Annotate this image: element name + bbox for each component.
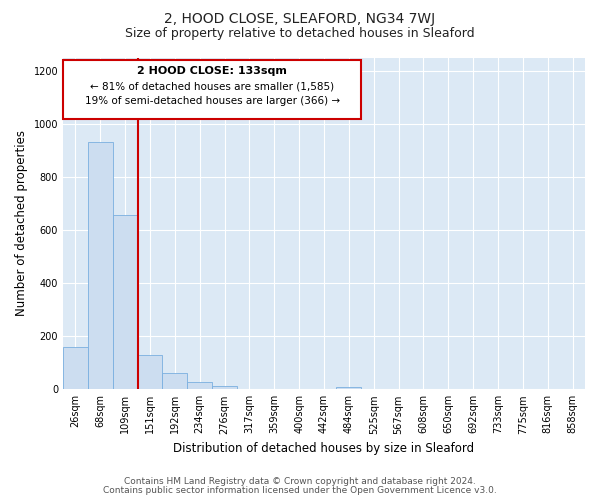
Y-axis label: Number of detached properties: Number of detached properties [15,130,28,316]
Text: Contains HM Land Registry data © Crown copyright and database right 2024.: Contains HM Land Registry data © Crown c… [124,477,476,486]
Text: ← 81% of detached houses are smaller (1,585): ← 81% of detached houses are smaller (1,… [90,81,334,91]
Bar [187,382,212,390]
Bar [113,216,137,390]
Text: Contains public sector information licensed under the Open Government Licence v3: Contains public sector information licen… [103,486,497,495]
Bar [137,355,163,390]
Text: 2 HOOD CLOSE: 133sqm: 2 HOOD CLOSE: 133sqm [137,66,287,76]
Bar [337,386,361,390]
Bar [63,347,88,390]
Text: 19% of semi-detached houses are larger (366) →: 19% of semi-detached houses are larger (… [85,96,340,106]
Text: 2, HOOD CLOSE, SLEAFORD, NG34 7WJ: 2, HOOD CLOSE, SLEAFORD, NG34 7WJ [164,12,436,26]
Bar [163,373,187,390]
FancyBboxPatch shape [63,60,361,118]
Bar [212,386,237,390]
X-axis label: Distribution of detached houses by size in Sleaford: Distribution of detached houses by size … [173,442,475,455]
Text: Size of property relative to detached houses in Sleaford: Size of property relative to detached ho… [125,28,475,40]
Bar [88,142,113,390]
